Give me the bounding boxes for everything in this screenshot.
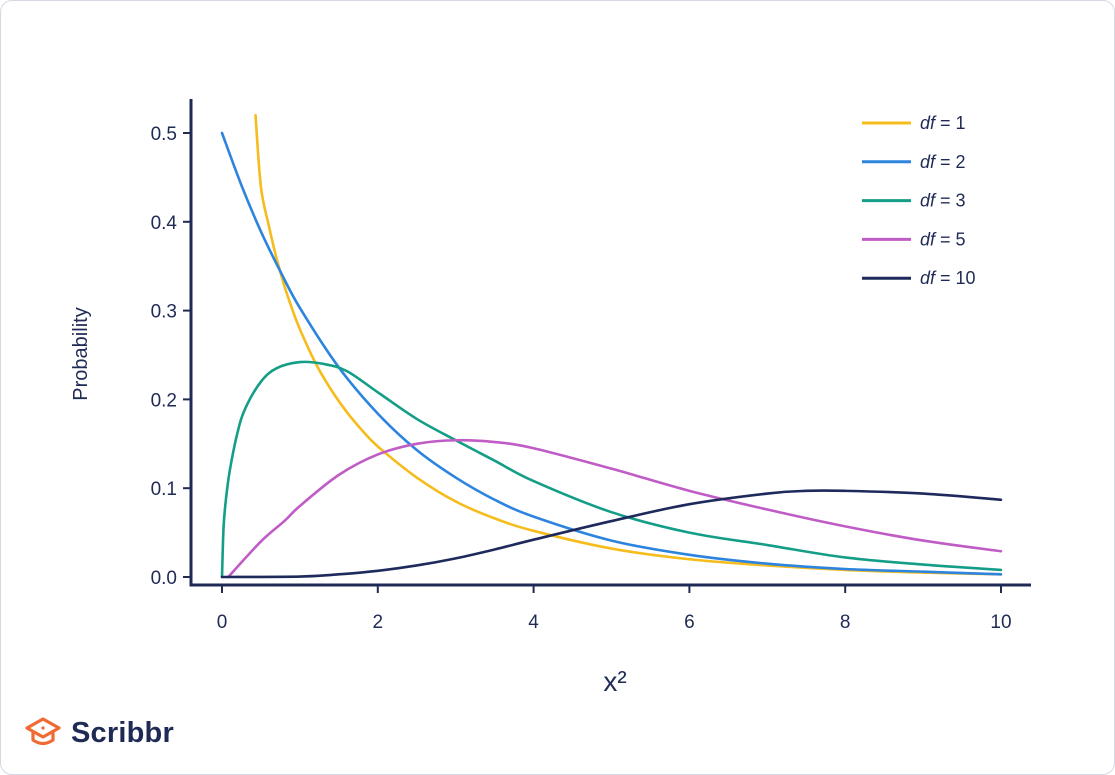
x-tick-label: 8 — [840, 612, 851, 633]
scribbr-wordmark: Scribbr — [71, 716, 174, 749]
series-line-df-3 — [220, 360, 1003, 579]
series-layer — [220, 113, 1003, 579]
series-line-df-1 — [254, 113, 1003, 576]
legend-label: df = 5 — [920, 229, 966, 249]
scribbr-logo: Scribbr — [23, 713, 174, 753]
y-tick-label: 0.2 — [151, 390, 177, 411]
y-tick-label: 0.4 — [151, 213, 178, 234]
legend-label: df = 2 — [920, 152, 966, 172]
axes: 0.0 0.1 0.2 0.3 0.4 0.5 0 2 4 6 8 10 — [151, 99, 1031, 633]
y-tick-label: 0.0 — [151, 568, 177, 589]
x-tick-label: 6 — [684, 612, 695, 633]
x-tick-label: 4 — [528, 612, 539, 633]
legend-label: df = 1 — [920, 113, 966, 133]
x-tick-label: 2 — [373, 612, 384, 633]
series-line-df-5 — [226, 438, 1003, 579]
legend-label: df = 10 — [920, 268, 976, 288]
legend: df = 1 df = 2 df = 3 df = 5 df = 10 — [862, 113, 976, 288]
legend-label: df = 3 — [920, 191, 966, 211]
x-tick-label: 10 — [990, 612, 1011, 633]
y-tick-label: 0.5 — [151, 124, 177, 145]
y-tick-label: 0.1 — [151, 479, 177, 500]
series-line-df-10 — [220, 489, 1003, 579]
y-axis-title: Probability — [70, 307, 92, 400]
x-axis-title: x² — [603, 666, 626, 697]
series-line-df-2 — [220, 131, 1003, 576]
x-tick-label: 0 — [217, 612, 228, 633]
graduation-cap-icon — [25, 717, 61, 746]
y-tick-label: 0.3 — [151, 302, 177, 323]
